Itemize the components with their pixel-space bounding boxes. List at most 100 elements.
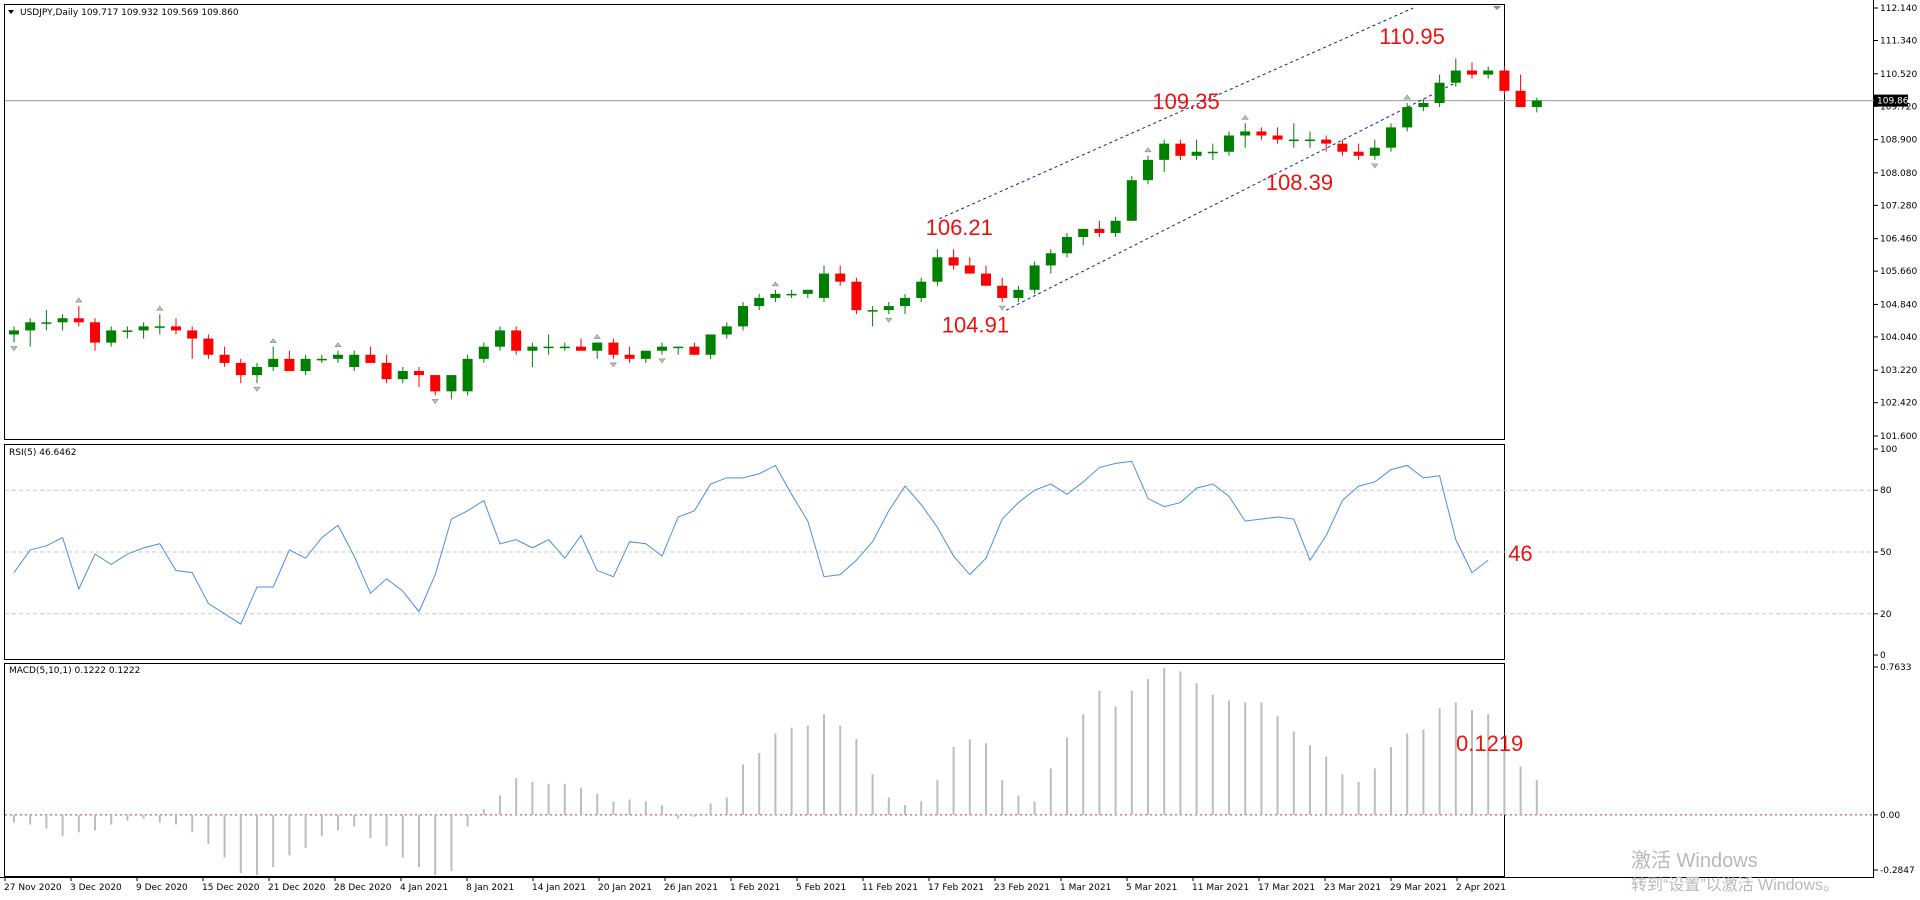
candle: [1207, 143, 1218, 160]
candle: [446, 375, 457, 400]
candle: [1191, 139, 1202, 160]
candle: [981, 265, 991, 286]
candle-body: [430, 375, 441, 392]
date-tick-label: 28 Dec 2020: [334, 883, 392, 893]
candle-body: [1305, 139, 1315, 142]
macd-panel-frame: [4, 663, 1505, 877]
candle-body: [122, 330, 133, 332]
date-tick-label: 8 Jan 2021: [466, 883, 514, 893]
fractal-up-icon: [1241, 114, 1249, 120]
candle-body: [1418, 103, 1429, 108]
price-tick-label: 108.900: [1880, 136, 1917, 146]
price-tick-label: 101.600: [1880, 432, 1917, 442]
candle: [171, 318, 181, 335]
candle: [624, 346, 635, 363]
candle-body: [608, 342, 619, 355]
collapse-triangle-icon[interactable]: [8, 10, 14, 14]
date-tick-label: 3 Dec 2020: [70, 883, 122, 893]
candle-body: [349, 354, 360, 367]
candle: [1256, 127, 1267, 140]
date-tick-label: 27 Nov 2020: [4, 883, 62, 893]
candle-body: [462, 358, 473, 392]
candle-body: [1175, 143, 1186, 156]
candle: [106, 326, 117, 347]
candle-body: [624, 354, 635, 359]
candle-body: [851, 281, 862, 311]
price-tick-label: 104.840: [1880, 300, 1917, 310]
date-tick-label: 23 Mar 2021: [1324, 883, 1381, 893]
candle: [1013, 285, 1024, 302]
candle-body: [57, 318, 68, 323]
candle-body: [1045, 253, 1056, 266]
candle: [1110, 216, 1121, 238]
fractal-down-icon: [658, 358, 666, 364]
macd-tick-label: 0.7633: [1880, 663, 1912, 673]
candle: [397, 366, 408, 384]
candle: [1175, 139, 1186, 160]
price-tick-label: 112.140: [1880, 4, 1917, 14]
candle: [333, 350, 343, 363]
candle-body: [1224, 135, 1234, 152]
price-tick-label: 107.280: [1880, 201, 1917, 211]
date-tick-label: 1 Feb 2021: [730, 883, 780, 893]
date-tick-label: 2 Apr 2021: [1456, 883, 1506, 893]
price-tick-label: 105.660: [1880, 267, 1917, 277]
candle: [754, 293, 765, 311]
macd-tick-label: -0.2847: [1880, 866, 1915, 876]
candle-body: [1062, 237, 1072, 254]
macd-header: MACD(5,10,1) 0.1222 0.1222: [9, 666, 140, 676]
candle-body: [284, 358, 295, 372]
candle-body: [1499, 70, 1510, 91]
date-tick-label: 11 Mar 2021: [1192, 883, 1249, 893]
candle-body: [835, 273, 846, 282]
candle-body: [41, 322, 52, 324]
candle-body: [1272, 135, 1283, 140]
fractal-up-icon: [593, 334, 601, 339]
candle: [835, 265, 846, 286]
channel-upper-line: [939, 7, 1414, 220]
date-tick-label: 11 Feb 2021: [862, 883, 918, 893]
candle-body: [138, 326, 149, 331]
candle: [1418, 98, 1429, 112]
candle: [122, 326, 133, 339]
price-header: USDJPY,Daily 109.717 109.932 109.569 109…: [20, 8, 239, 18]
fractal-down-icon: [609, 362, 617, 368]
watermark-line1: 激活 Windows: [1631, 849, 1758, 872]
rsi-tick-label: 0: [1880, 651, 1886, 661]
candle: [57, 314, 68, 331]
candle: [1305, 131, 1315, 148]
candle-body: [333, 354, 343, 359]
candle-body: [754, 297, 765, 307]
candle: [187, 326, 198, 359]
rsi-annotation: 46: [1508, 541, 1532, 566]
candle: [964, 257, 975, 274]
candle: [349, 350, 360, 372]
candle: [1143, 155, 1153, 185]
candle-body: [495, 330, 505, 347]
candle-body: [1240, 131, 1251, 136]
rsi-tick-label: 50: [1880, 548, 1892, 558]
date-tick-label: 5 Feb 2021: [796, 883, 846, 893]
candle-body: [219, 354, 230, 363]
candle: [235, 358, 246, 384]
date-tick-label: 4 Jan 2021: [400, 883, 448, 893]
candle-body: [1256, 131, 1267, 136]
candle: [1094, 220, 1105, 238]
date-tick-label: 21 Dec 2020: [268, 883, 326, 893]
candle-body: [1386, 127, 1396, 148]
candle-body: [316, 358, 327, 361]
candle: [462, 354, 473, 396]
candle: [851, 277, 862, 315]
candle: [495, 326, 505, 351]
candle-body: [1191, 151, 1202, 156]
price-annotation: 104.91: [942, 312, 1009, 337]
candle-body: [9, 330, 19, 335]
candle: [705, 334, 716, 359]
date-tick-label: 17 Mar 2021: [1258, 883, 1315, 893]
candle: [1337, 139, 1348, 156]
fractal-down-icon: [998, 305, 1006, 311]
candle: [1126, 176, 1137, 221]
candle: [1240, 123, 1251, 148]
candle-body: [948, 257, 959, 266]
candle: [916, 277, 927, 302]
